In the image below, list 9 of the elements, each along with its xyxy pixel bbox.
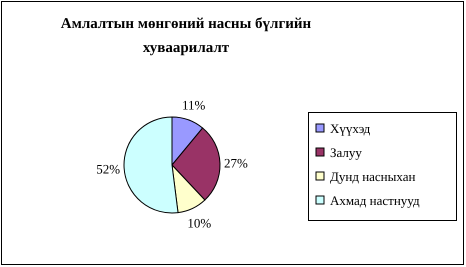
data-label: 27% (224, 156, 248, 171)
legend-label: Ахмад настнууд (330, 193, 420, 208)
legend-label: Хүүхэд (330, 121, 371, 136)
data-label: 10% (187, 215, 212, 230)
data-label: 52% (96, 162, 120, 177)
data-label: 11% (182, 97, 206, 112)
legend-label: Залуу (330, 145, 362, 160)
legend-label: Дунд насныхан (330, 169, 416, 184)
chart-title: Амлалтын мөнгөний насны бүлгийн хуваарилалт (60, 16, 312, 56)
